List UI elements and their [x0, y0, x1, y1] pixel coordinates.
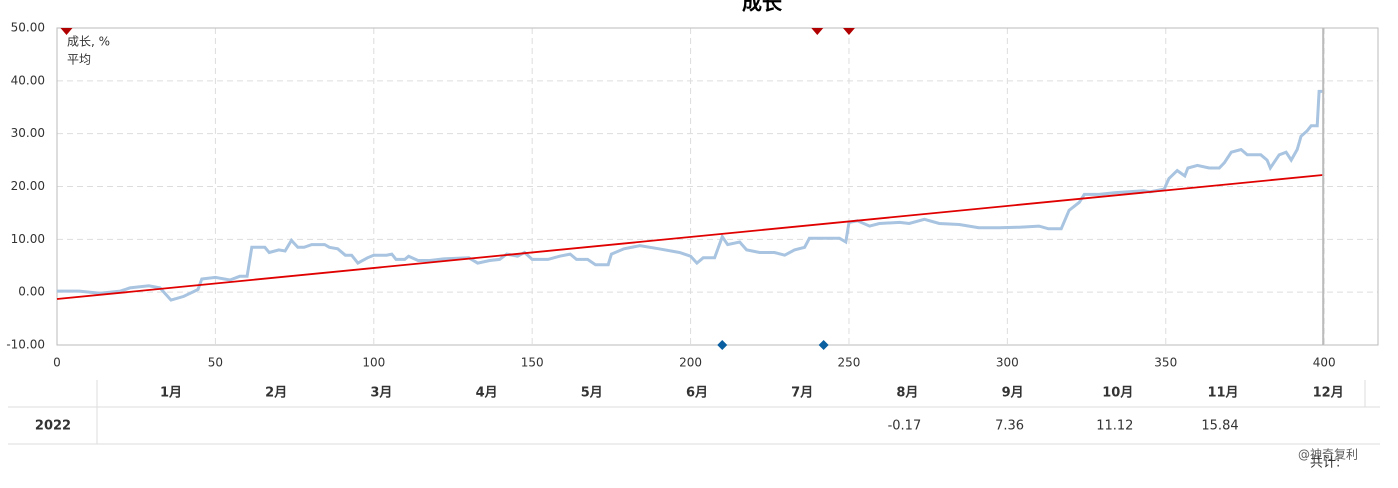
plot: 成长, % 平均 — [56, 28, 1325, 350]
cell-value: 7.36 — [995, 419, 1024, 434]
cell-value: -0.17 — [888, 419, 922, 434]
column-header: 2月 — [265, 386, 287, 401]
row-header: 2022 — [35, 419, 71, 434]
y-tick-label: 10.00 — [11, 232, 45, 246]
cell-value: 11.12 — [1096, 419, 1133, 434]
x-tick-label: 350 — [1154, 356, 1177, 370]
y-tick-label: 40.00 — [11, 73, 45, 87]
watermark: @神奇复利 — [1298, 448, 1358, 462]
y-tick-label: 0.00 — [18, 285, 45, 299]
legend-entry: 成长, % — [67, 35, 110, 49]
column-header: 5月 — [581, 386, 603, 401]
series-line — [56, 174, 1325, 300]
column-header: 12月 — [1313, 386, 1344, 401]
y-tick-label: 30.00 — [11, 126, 45, 140]
column-header: 11月 — [1207, 386, 1238, 401]
grid: -10.00 0.00 10.00 20.00 30.00 40.00 50.00 0 50 10… — [6, 21, 1378, 370]
x-tick-label: 0 — [53, 356, 61, 370]
y-tick-label: -10.00 — [6, 338, 45, 352]
series-line — [57, 89, 1324, 302]
x-tick-label: 200 — [679, 356, 702, 370]
chart-title: 成长 — [742, 0, 783, 15]
x-tick-label: 150 — [521, 356, 544, 370]
legend-entry: 平均 — [67, 53, 91, 67]
marker — [818, 340, 829, 350]
x-tick-label: 100 — [362, 356, 385, 370]
marker — [811, 28, 824, 35]
x-tick-label: 50 — [208, 356, 223, 370]
x-tick-label: 400 — [1313, 356, 1336, 370]
table: 1月 2月 3月 4月 5月 6月 7月 8月 9月 10月 11月 12月 2022 -0.17 7.36… — [8, 380, 1380, 471]
x-tick-label: 300 — [996, 356, 1019, 370]
marker — [60, 28, 73, 35]
column-header: 4月 — [476, 386, 498, 401]
total-label: 共计: — [1310, 456, 1340, 471]
column-header: 6月 — [686, 386, 708, 401]
marker — [717, 340, 728, 350]
column-header: 7月 — [791, 386, 813, 401]
x-tick-label: 250 — [838, 356, 861, 370]
column-header: 1月 — [160, 386, 182, 401]
y-tick-label: 50.00 — [11, 21, 45, 35]
column-header: 9月 — [1002, 386, 1024, 401]
column-header: 8月 — [896, 386, 918, 401]
cell-value: 15.84 — [1201, 419, 1238, 434]
column-header: 10月 — [1102, 386, 1133, 401]
y-tick-label: 20.00 — [11, 179, 45, 193]
column-header: 3月 — [370, 386, 392, 401]
marker — [842, 28, 855, 35]
